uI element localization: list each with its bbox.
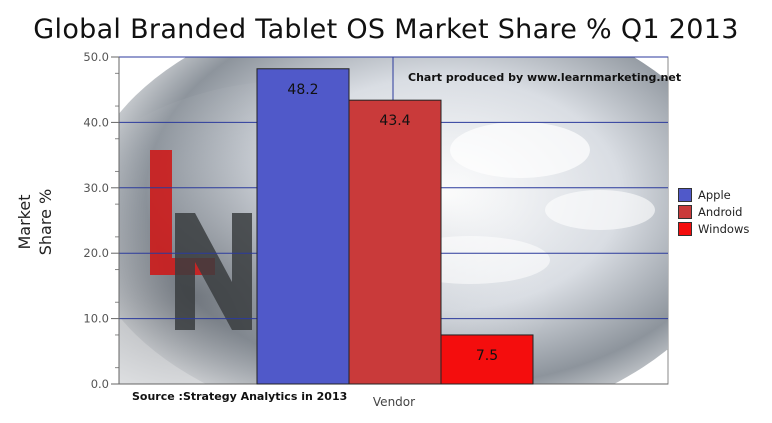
source-annotation: Source :Strategy Analytics in 2013 xyxy=(132,390,347,403)
legend-label: Apple xyxy=(698,187,731,202)
legend-item-android: Android xyxy=(678,203,749,220)
legend-item-apple: Apple xyxy=(678,186,749,203)
x-axis-label: Vendor xyxy=(373,395,415,409)
legend-label: Android xyxy=(698,204,743,219)
bar-android xyxy=(348,99,442,385)
legend-swatch xyxy=(678,187,692,202)
legend-swatch xyxy=(678,221,692,236)
y-tick-label: 50.0 xyxy=(83,50,109,64)
credit-annotation: Chart produced by www.learnmarketing.net xyxy=(408,71,681,84)
y-tick-label: 10.0 xyxy=(83,312,109,326)
bar-apple xyxy=(256,68,350,385)
legend-item-windows: Windows xyxy=(678,220,749,237)
value-labels: 48.2 43.4 7.5 xyxy=(287,82,498,364)
y-axis-label: Market Share % xyxy=(15,189,55,255)
watermark-background xyxy=(119,57,668,384)
bars xyxy=(256,68,534,385)
legend: Apple Android Windows xyxy=(678,186,749,237)
axes: 0.0 10.0 20.0 30.0 40.0 50.0 xyxy=(83,50,668,391)
data-label-android: 43.4 xyxy=(379,113,410,129)
y-tick-label: 40.0 xyxy=(83,115,109,129)
y-tick-label: 20.0 xyxy=(83,246,109,260)
y-tick-label: 30.0 xyxy=(83,181,109,195)
bar-windows xyxy=(440,334,534,385)
data-label-windows: 7.5 xyxy=(476,348,498,364)
chart-title: Global Branded Tablet OS Market Share % … xyxy=(33,14,739,45)
legend-swatch xyxy=(678,204,692,219)
data-label-apple: 48.2 xyxy=(287,82,318,98)
y-tick-label: 0.0 xyxy=(91,377,109,391)
legend-label: Windows xyxy=(698,221,750,236)
